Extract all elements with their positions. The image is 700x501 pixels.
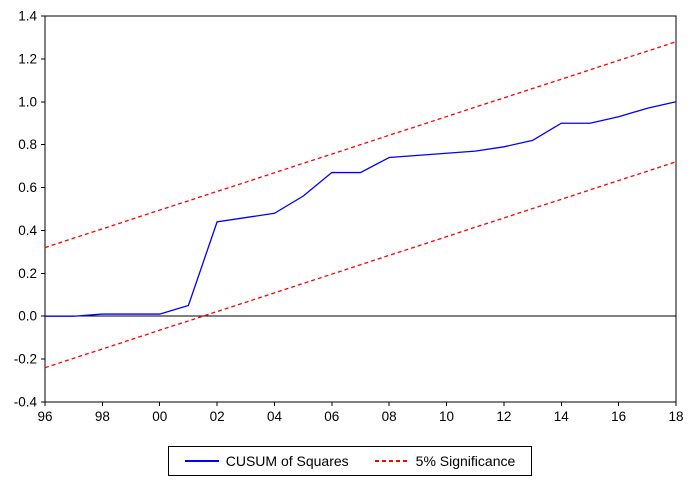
x-tick-label: 98 — [95, 409, 110, 424]
x-tick-label: 00 — [152, 409, 167, 424]
cusum-line-sample — [184, 460, 219, 462]
y-tick-label: 1.2 — [18, 51, 37, 66]
significance-lower-line — [44, 161, 677, 369]
x-tick-label: 04 — [267, 409, 283, 424]
x-tick-label: 12 — [496, 409, 511, 424]
y-tick-label: -0.4 — [14, 395, 38, 410]
plot-frame — [44, 15, 677, 403]
x-tick-label: 08 — [382, 409, 397, 424]
y-tick-label: -0.2 — [14, 352, 37, 367]
y-tick-label: 0.2 — [18, 266, 37, 281]
x-tick-label: 06 — [324, 409, 339, 424]
plot-area: -0.4 -0.2 0.0 0.2 0.4 0.6 0.8 1.0 1.2 1.4 96 98 00 02… — [14, 9, 684, 425]
legend-label-significance: 5% Significance — [415, 453, 516, 469]
y-tick-label: 1.0 — [18, 94, 37, 109]
y-tick-label: 0.4 — [18, 223, 37, 238]
y-tick-label: 0.8 — [18, 137, 37, 152]
x-tick-label: 18 — [668, 409, 683, 424]
legend-label-cusum: CUSUM of Squares — [225, 453, 349, 469]
significance-line-sample — [374, 460, 409, 462]
legend-item-cusum: CUSUM of Squares — [184, 453, 349, 469]
x-tick-label: 96 — [37, 409, 52, 424]
y-tick-label: 0.6 — [18, 180, 37, 195]
legend-item-significance: 5% Significance — [374, 453, 516, 469]
x-tick-label: 14 — [554, 409, 570, 424]
legend: CUSUM of Squares 5% Significance — [167, 446, 533, 476]
x-tick-label: 16 — [611, 409, 626, 424]
y-tick-label: 1.4 — [18, 9, 37, 24]
y-tick-label: 0.0 — [18, 309, 37, 324]
legend-row: CUSUM of Squares 5% Significance — [0, 446, 700, 476]
cusum-squares-line — [45, 101, 677, 317]
x-tick-label: 02 — [210, 409, 225, 424]
significance-upper-line — [44, 41, 677, 249]
x-tick-label: 10 — [439, 409, 454, 424]
